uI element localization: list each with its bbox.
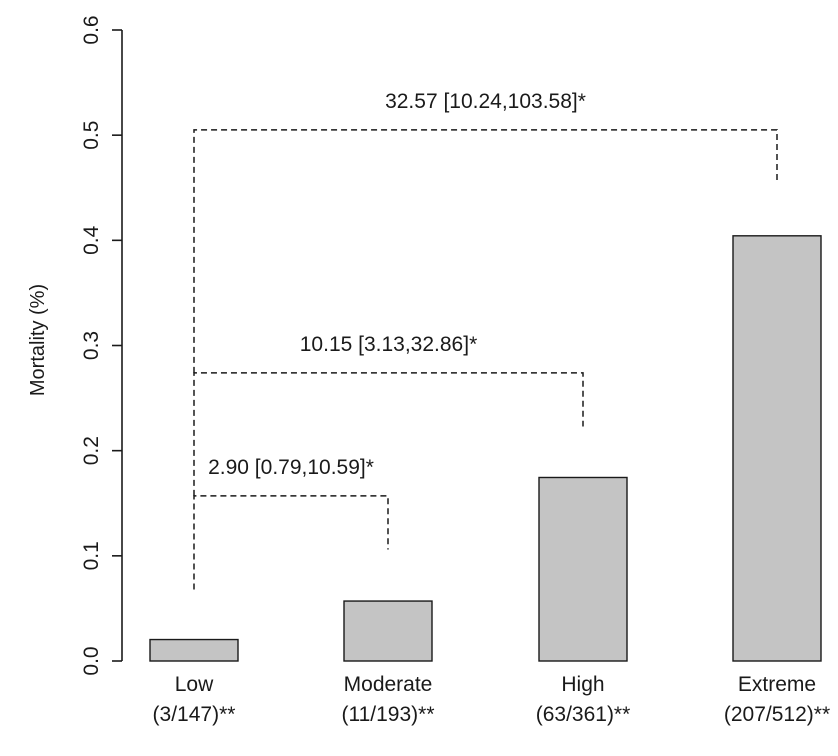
y-tick-label: 0.4 bbox=[80, 225, 103, 255]
comparison-bracket bbox=[193, 372, 584, 496]
category-count-label: (63/361)** bbox=[536, 703, 631, 726]
category-count-label: (3/147)** bbox=[153, 703, 236, 726]
comparison-label: 32.57 [10.24,103.58]* bbox=[385, 90, 586, 113]
category-label: Extreme bbox=[738, 673, 816, 696]
comparison-label: 10.15 [3.13,32.86]* bbox=[300, 333, 478, 356]
bar-moderate bbox=[343, 600, 433, 662]
y-axis: 0.0 0.1 0.2 0.3 0.4 0.5 0.6 bbox=[80, 15, 123, 676]
y-tick-label: 0.3 bbox=[80, 331, 103, 360]
comparison-bracket bbox=[193, 129, 778, 373]
bar-extreme bbox=[732, 235, 822, 662]
y-tick-label: 0.6 bbox=[80, 15, 103, 44]
x-axis-labels: Low (3/147)** Moderate (11/193)** High (63/36… bbox=[153, 673, 831, 726]
bar-low bbox=[149, 638, 239, 662]
y-tick-label: 0.5 bbox=[80, 121, 103, 150]
category-label: Low bbox=[175, 673, 214, 696]
y-tick-label: 0.1 bbox=[80, 541, 103, 570]
category-count-label: (207/512)** bbox=[724, 703, 830, 726]
category-label: High bbox=[561, 673, 604, 696]
y-tick-label: 0.2 bbox=[80, 436, 103, 465]
comparison-bracket bbox=[193, 495, 389, 590]
y-axis-label: Mortality (%) bbox=[27, 284, 49, 396]
category-count-label: (11/193)** bbox=[341, 703, 434, 726]
bars bbox=[149, 235, 822, 662]
bar-high bbox=[538, 476, 628, 662]
comparison-label: 2.90 [0.79,10.59]* bbox=[208, 456, 374, 479]
comparison-brackets: 2.90 [0.79,10.59]* 10.15 [3.13,32.86]* 32.… bbox=[193, 90, 778, 590]
y-tick-label: 0.0 bbox=[80, 646, 103, 675]
category-label: Moderate bbox=[344, 673, 433, 696]
